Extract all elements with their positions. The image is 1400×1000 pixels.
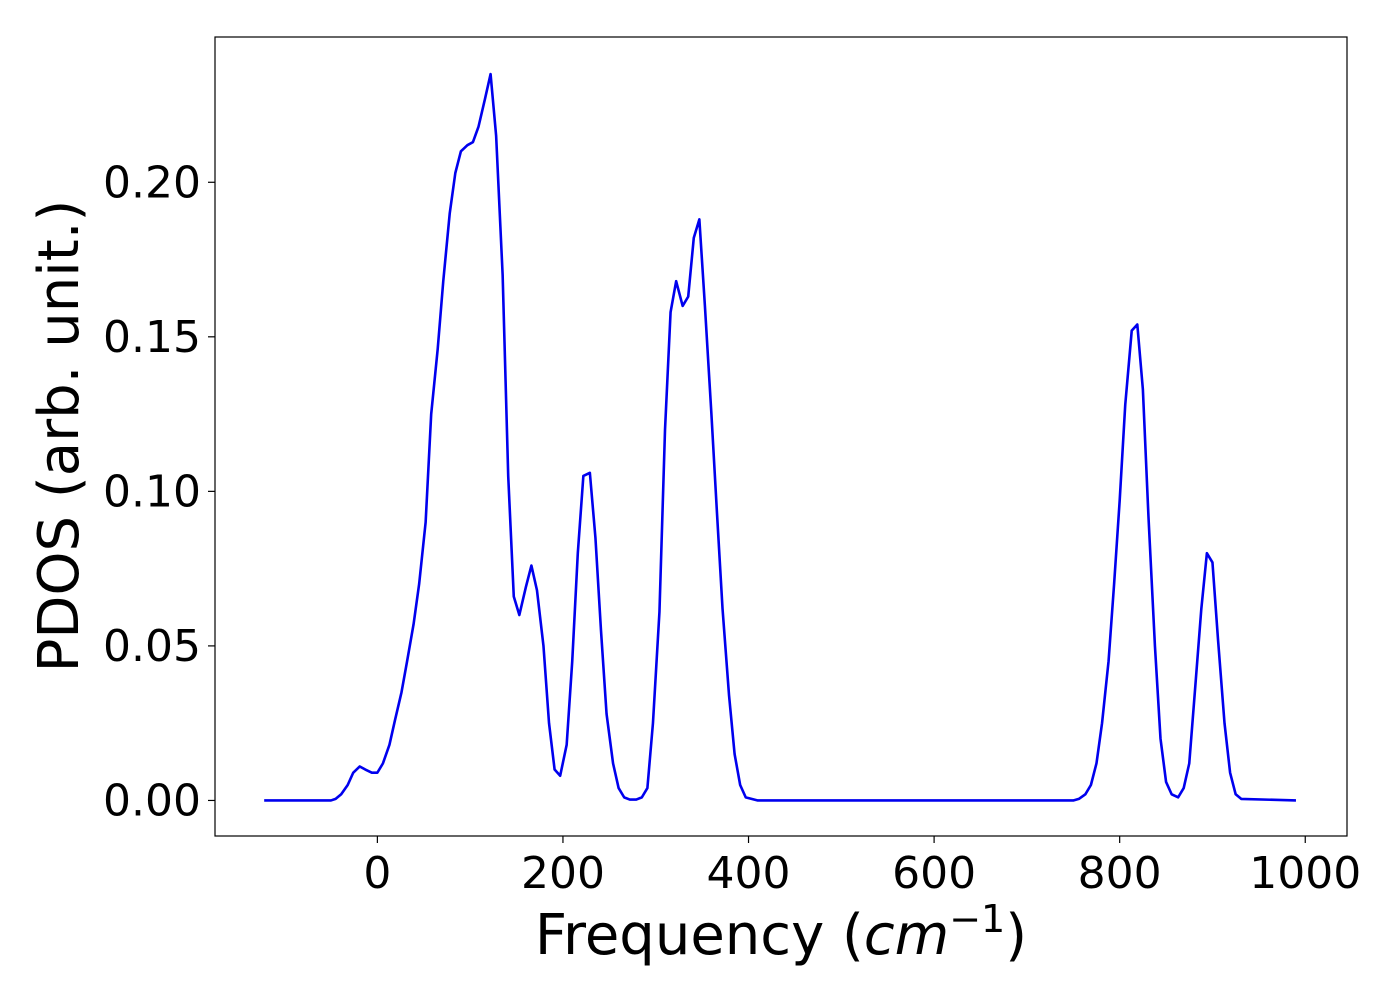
y-axis-label: PDOS (arb. unit.)	[27, 200, 92, 673]
y-axis-ticks: 0.00 0.05 0.10 0.15 0.20	[103, 157, 215, 826]
y-tick-label: 0.15	[103, 312, 201, 363]
y-tick-label: 0.20	[103, 157, 201, 208]
x-axis-ticks: 0 200 400 600 800 1000	[363, 836, 1361, 899]
pdos-series-line	[264, 72, 1297, 802]
y-tick-label: 0.05	[103, 621, 201, 672]
x-tick-label: 600	[892, 848, 976, 899]
x-tick-label: 400	[707, 848, 791, 899]
plot-frame	[214, 36, 1348, 837]
x-tick-label: 1000	[1249, 848, 1361, 899]
x-tick-label: 800	[1078, 848, 1162, 899]
x-axis-label: Frequency (cm−1)	[535, 897, 1027, 968]
y-tick-label: 0.10	[103, 466, 201, 517]
series-layer	[264, 72, 1297, 802]
y-tick-label: 0.00	[103, 775, 201, 826]
x-tick-label: 200	[521, 848, 605, 899]
x-axis-label-exponent: −1	[949, 897, 1005, 941]
x-tick-label: 0	[363, 848, 391, 899]
